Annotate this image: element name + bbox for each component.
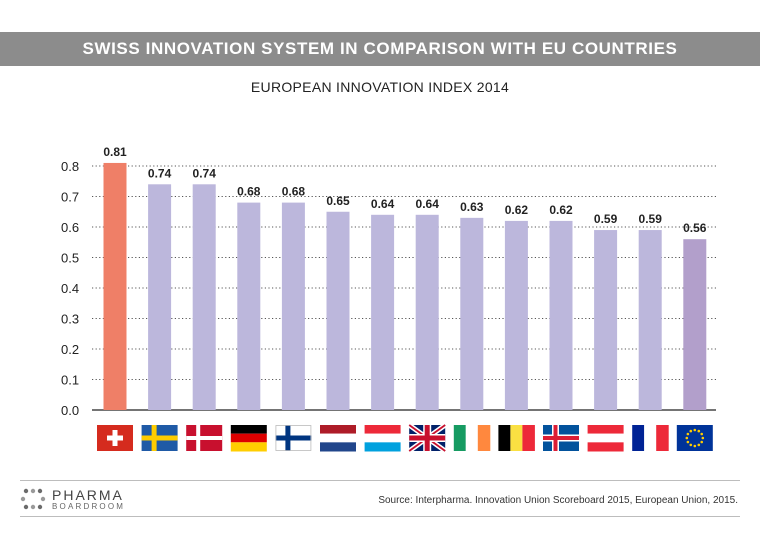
y-tick-label: 0.1 xyxy=(61,373,79,388)
flag-switzerland-icon xyxy=(97,425,133,451)
y-tick-label: 0.3 xyxy=(61,312,79,327)
bar-value-label: 0.59 xyxy=(639,212,663,226)
bar-value-label: 0.62 xyxy=(505,203,529,217)
pharma-boardroom-logo: PHARMA BOARDROOM xyxy=(20,487,125,511)
banner-title: SWISS INNOVATION SYSTEM IN COMPARISON WI… xyxy=(0,32,760,66)
bar-france xyxy=(638,230,662,410)
flag-european-union-icon xyxy=(676,425,713,451)
flag-sweden-icon xyxy=(141,425,178,451)
flag-denmark-icon xyxy=(186,425,223,451)
y-tick-label: 0.0 xyxy=(61,403,79,418)
bar-switzerland xyxy=(103,162,127,410)
bar-value-label: 0.63 xyxy=(460,200,484,214)
y-tick-label: 0.2 xyxy=(61,342,79,357)
source-note: Source: Interpharma. Innovation Union Sc… xyxy=(378,495,738,506)
bar-finland xyxy=(281,202,305,410)
y-tick-label: 0.6 xyxy=(61,220,79,235)
footer-divider xyxy=(20,480,740,481)
y-tick-label: 0.8 xyxy=(61,159,79,174)
flag-united-kingdom-icon xyxy=(407,422,447,454)
bar-luxembourg xyxy=(371,214,395,410)
bar-belgium xyxy=(504,220,528,410)
flag-belgium-icon xyxy=(498,425,535,451)
flag-france-icon xyxy=(632,425,669,451)
y-tick-label: 0.4 xyxy=(61,281,79,296)
y-tick-label: 0.5 xyxy=(61,251,79,266)
bar-value-label: 0.59 xyxy=(594,212,618,226)
y-tick-label: 0.7 xyxy=(61,190,79,205)
bar-value-label: 0.74 xyxy=(193,166,217,180)
bar-iceland xyxy=(549,220,573,410)
flag-austria-icon xyxy=(587,425,624,452)
bar-value-label: 0.62 xyxy=(549,203,573,217)
flag-netherlands-icon xyxy=(320,425,356,452)
flag-finland-icon xyxy=(275,425,312,451)
bar-value-label: 0.64 xyxy=(416,197,440,211)
logo-text-top: PHARMA xyxy=(52,486,124,503)
chart-subtitle: EUROPEAN INNOVATION INDEX 2014 xyxy=(250,79,510,95)
flag-luxembourg-icon xyxy=(364,425,401,452)
bar-value-label: 0.68 xyxy=(282,185,306,199)
logo-mark-icon xyxy=(20,488,46,510)
flag-ireland-icon xyxy=(453,425,491,451)
bar-denmark xyxy=(192,184,216,410)
flag-iceland-icon xyxy=(543,425,579,451)
bar-austria xyxy=(594,230,618,410)
bar-value-label: 0.81 xyxy=(103,145,127,159)
bar-european-union xyxy=(683,239,707,410)
bar-value-label: 0.64 xyxy=(371,197,395,211)
bar-ireland xyxy=(460,217,484,410)
bar-value-label: 0.74 xyxy=(148,166,172,180)
footer-divider-bottom xyxy=(20,516,740,517)
bar-united-kingdom xyxy=(415,214,439,410)
bar-germany xyxy=(237,202,261,410)
bar-netherlands xyxy=(326,211,350,410)
bar-chart: 0.0 0.1 0.2 0.3 0.4 0.5 0.6 0.7 0.8 0.81 0.74 0.74 0… xyxy=(61,145,716,454)
bar-value-label: 0.56 xyxy=(683,221,707,235)
logo-text-bottom: BOARDROOM xyxy=(52,501,126,511)
flag-germany-icon xyxy=(230,425,267,452)
bar-sweden xyxy=(148,184,172,410)
bar-value-label: 0.65 xyxy=(326,194,350,208)
bar-value-label: 0.68 xyxy=(237,185,261,199)
